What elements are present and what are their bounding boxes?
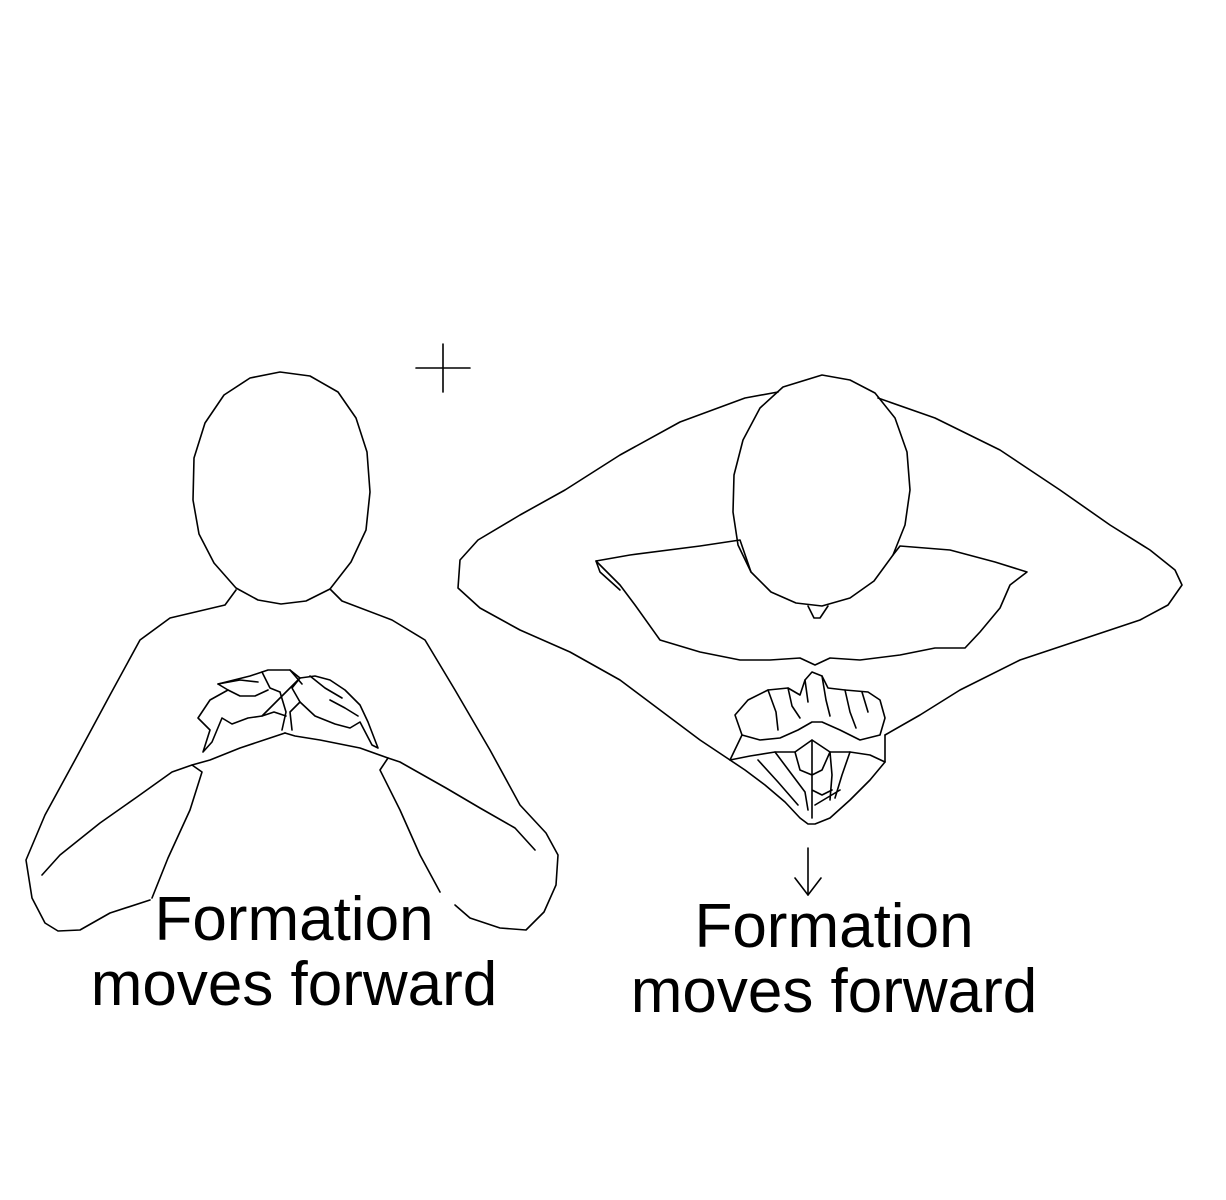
top-wrists: [729, 734, 886, 763]
front-right-forearm: [284, 732, 389, 759]
front-right-arm-outer: [329, 588, 559, 931]
top-caption-line-1: Formation: [694, 892, 973, 961]
top-head: [732, 374, 911, 607]
top-chest: [595, 539, 1028, 666]
top-chest-edge: [595, 560, 621, 591]
front-left-forearm: [191, 732, 286, 766]
top-view-figure: [457, 374, 1183, 896]
front-left-arm-inner: [41, 764, 203, 899]
front-view-figure: [25, 371, 559, 932]
plus-mark-icon: [415, 343, 471, 393]
front-left-arm-outer: [25, 589, 237, 932]
front-caption-line-2: moves forward: [91, 950, 498, 1019]
front-head: [192, 371, 371, 605]
top-hands-lower: [729, 739, 886, 825]
down-arrow-icon: [794, 847, 822, 896]
top-finger-lines-lower: [757, 739, 851, 819]
top-arms-outline: [457, 391, 779, 761]
front-right-arm-inner: [379, 757, 536, 893]
front-right-hand: [291, 675, 379, 749]
top-finger-lines-upper: [767, 675, 869, 731]
front-left-hand: [197, 669, 301, 753]
front-caption-line-1: Formation: [154, 885, 433, 954]
top-caption-line-2: moves forward: [631, 957, 1038, 1026]
top-hands-upper: [734, 671, 886, 741]
top-nose: [807, 605, 829, 619]
top-arms-outline-right: [877, 397, 1183, 736]
front-finger-lines: [217, 669, 359, 731]
